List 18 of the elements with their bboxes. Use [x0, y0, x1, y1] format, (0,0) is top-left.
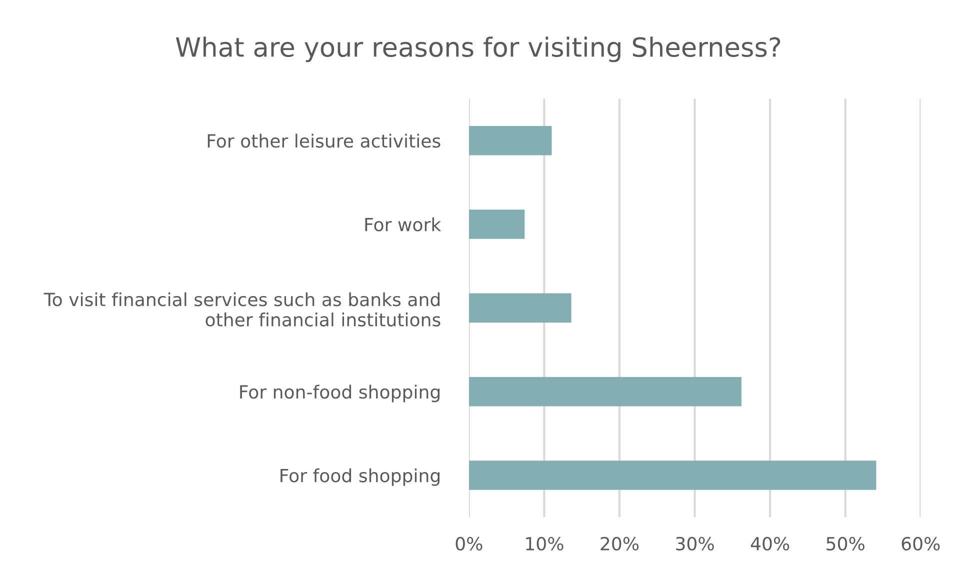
bar [468, 210, 525, 239]
x-tick-label: 60% [902, 536, 940, 551]
y-tick-label: For food shopping [280, 468, 440, 486]
bar [468, 126, 552, 156]
x-tick-label: 0% [456, 536, 482, 551]
x-tick-label: 30% [676, 536, 714, 551]
x-tick-label: 40% [750, 536, 790, 551]
x-tick-label: 20% [600, 536, 639, 551]
bar [468, 293, 572, 323]
chart-title: What are your reasons for visiting Sheerness? [176, 36, 780, 62]
x-tick-label: 10% [526, 536, 564, 551]
y-tick-label: For non-food shopping [240, 384, 440, 402]
y-tick-label: To visit financial services such as banks and other financial institutions [44, 292, 440, 327]
y-tick-label: For other leisure activities [208, 134, 440, 148]
bar [468, 460, 876, 490]
x-tick-label: 50% [826, 536, 864, 551]
bar [468, 376, 742, 406]
y-tick-label: For work [365, 217, 442, 232]
